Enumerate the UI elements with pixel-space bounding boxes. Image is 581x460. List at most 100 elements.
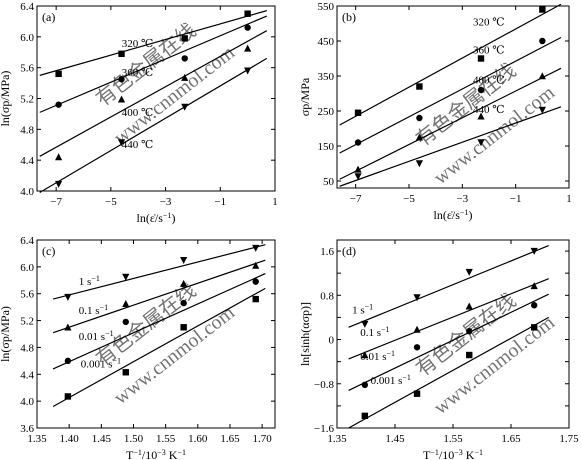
- data-point: [118, 76, 125, 83]
- y-tick-label: 4.0: [20, 186, 34, 198]
- y-tick-label: −0.8: [314, 379, 334, 391]
- data-point: [538, 72, 546, 80]
- series-label: 400 ℃: [473, 75, 505, 87]
- series-1: 320 ℃: [39, 10, 267, 78]
- data-point: [415, 133, 423, 141]
- y-tick-label: 0: [329, 335, 335, 347]
- data-point: [477, 112, 485, 120]
- data-point: [413, 294, 421, 302]
- data-point: [55, 180, 63, 188]
- series-label: 360 ℃: [122, 67, 154, 79]
- data-point: [361, 320, 369, 328]
- data-point: [181, 103, 189, 111]
- data-point: [181, 35, 188, 42]
- fit-line: [348, 244, 549, 328]
- x-tick-label: −3: [456, 193, 468, 205]
- y-tick-label: 350: [318, 71, 335, 83]
- series-3: 400 ℃: [339, 67, 562, 180]
- x-tick-label: −1: [214, 196, 226, 208]
- fit-line: [52, 259, 266, 334]
- data-point: [64, 323, 72, 331]
- series-label: 0.1 s−1: [360, 325, 389, 340]
- fit-line: [39, 30, 268, 157]
- data-point: [361, 351, 369, 359]
- data-point: [122, 299, 130, 307]
- x-tick-label: 1.55: [156, 433, 176, 445]
- series-label: 1 s−1: [79, 273, 100, 288]
- data-point: [64, 357, 72, 365]
- data-point: [122, 369, 129, 376]
- watermark-url: www.cnnmol.com: [430, 81, 559, 189]
- x-tick-label: 1.35: [327, 433, 347, 445]
- series-2: 360 ℃: [39, 15, 268, 113]
- series-label: 0.001 s−1: [81, 356, 121, 371]
- data-point: [180, 299, 187, 307]
- data-point: [55, 153, 63, 161]
- panel-label: (a): [42, 10, 55, 24]
- x-tick-label: 1.65: [220, 433, 240, 445]
- series-label: 320 ℃: [122, 38, 154, 50]
- series-label: 320 ℃: [473, 17, 505, 29]
- y-tick-label: 6.4: [20, 1, 34, 13]
- x-tick-label: 1.50: [124, 433, 144, 445]
- series-2: 0.1 s−1: [348, 278, 549, 360]
- data-point: [354, 173, 362, 181]
- y-tick-label: 1.6: [320, 246, 334, 258]
- fit-line: [339, 106, 562, 187]
- data-point: [55, 101, 62, 108]
- x-tick-label: −5: [105, 196, 117, 208]
- series-label: 0.001 s−1: [371, 372, 411, 387]
- fit-line: [348, 316, 549, 429]
- fit-line: [52, 287, 266, 408]
- data-point: [181, 55, 188, 62]
- x-axis-label: T−1/10−3 K−1: [126, 448, 186, 460]
- data-point: [361, 412, 369, 420]
- data-point: [413, 344, 421, 351]
- x-tick-label: 1.45: [92, 433, 112, 445]
- y-tick-label: 50: [323, 176, 335, 188]
- x-tick-label: −5: [403, 193, 415, 205]
- fit-line: [39, 57, 268, 194]
- series-4: 440 ℃: [339, 104, 562, 187]
- y-tick-label: 0.8: [320, 290, 334, 302]
- data-point: [244, 24, 251, 31]
- data-point: [477, 55, 485, 62]
- data-point: [180, 256, 188, 264]
- fit-line: [39, 15, 268, 113]
- series-1: 1 s−1: [348, 244, 549, 328]
- y-tick-label: 6.0: [20, 262, 34, 274]
- y-tick-label: 6.0: [20, 32, 34, 44]
- series-2: 360 ℃: [339, 36, 562, 154]
- series-4: 0.001 s−1: [52, 287, 266, 408]
- chart-panel-b: −7 −5 −3 −1 150150250350450550(b)ln(ε̇/s−1)σ…: [298, 1, 572, 222]
- data-point: [252, 261, 260, 269]
- y-tick-label: 6.4: [20, 235, 34, 247]
- data-point: [466, 351, 473, 359]
- fit-line: [339, 3, 562, 126]
- data-point: [539, 6, 546, 13]
- series-1: 320 ℃: [339, 3, 562, 126]
- data-point: [354, 165, 362, 173]
- data-point: [416, 83, 423, 90]
- data-point: [122, 318, 129, 326]
- data-point: [117, 139, 126, 147]
- data-point: [466, 328, 473, 335]
- data-point: [64, 293, 72, 301]
- data-point: [354, 109, 362, 116]
- y-tick-label: 5.6: [20, 63, 34, 75]
- panel-label: (d): [342, 244, 356, 258]
- fit-line: [348, 293, 549, 391]
- fit-line: [339, 67, 562, 180]
- x-tick-label: 1: [566, 193, 572, 205]
- x-tick-label: 1.40: [60, 433, 80, 445]
- data-point: [415, 160, 423, 168]
- panel-label: (b): [342, 10, 356, 24]
- data-point: [118, 50, 125, 57]
- y-axis-label: ln[sinh(ασp)]: [298, 302, 312, 366]
- y-tick-label: 5.2: [20, 316, 34, 328]
- watermark-url: www.cnnmol.com: [110, 301, 239, 409]
- x-tick-label: 1.70: [253, 433, 273, 445]
- series-3: 0.01 s−1: [348, 293, 549, 391]
- data-point: [530, 247, 538, 255]
